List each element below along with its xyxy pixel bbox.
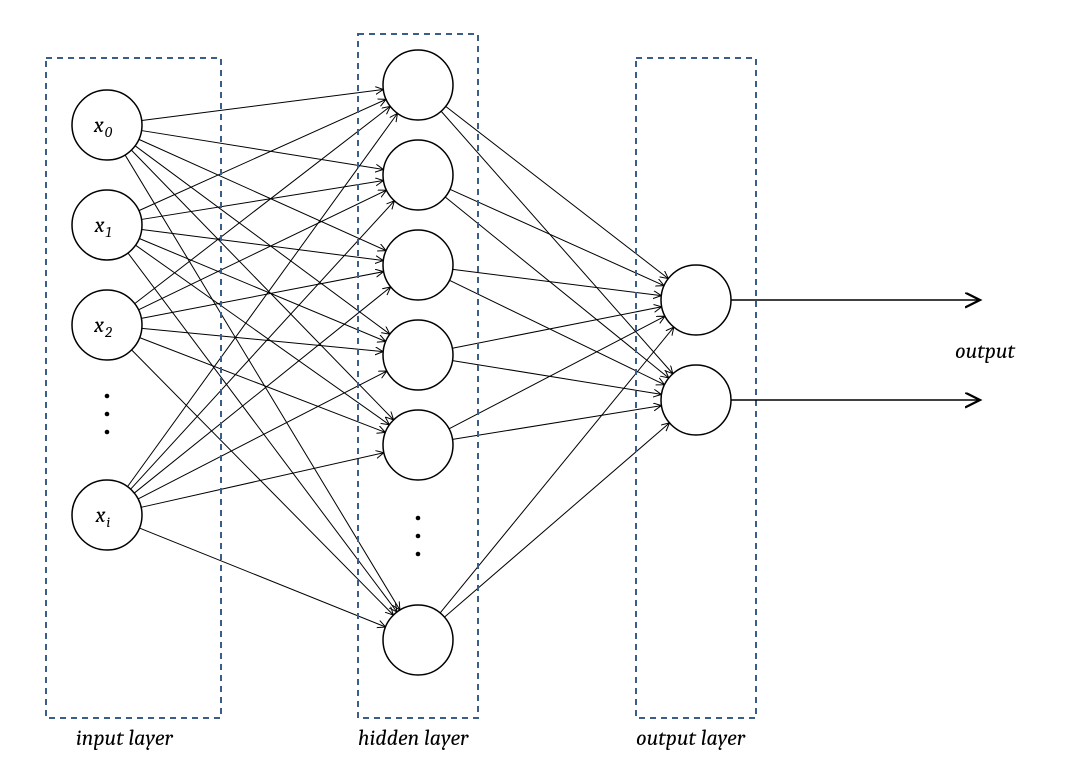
edge-input-hidden <box>141 453 384 508</box>
node-h0 <box>383 50 453 120</box>
edge-hidden-output <box>441 111 673 374</box>
edge-input-hidden <box>134 287 390 493</box>
ellipsis-dot <box>416 516 421 521</box>
ellipsis-dot <box>105 430 110 435</box>
edge-input-hidden <box>128 113 398 486</box>
edge-input-hidden <box>142 131 384 170</box>
edge-input-hidden <box>136 245 390 425</box>
edge-hidden-output <box>440 327 674 613</box>
node-o1 <box>661 365 731 435</box>
output-layer-label: output layer <box>636 725 746 751</box>
node-h2 <box>383 230 453 300</box>
ellipsis-dot <box>416 552 421 557</box>
node-h5 <box>383 605 453 675</box>
edge-input-hidden <box>131 201 395 489</box>
edge-input-hidden <box>142 181 384 220</box>
edge-input-hidden <box>142 229 384 260</box>
ellipsis-dot <box>105 394 110 399</box>
edge-input-hidden <box>131 150 393 420</box>
edge-input-hidden <box>139 528 385 627</box>
edge-hidden-output <box>452 307 661 348</box>
edge-hidden-output <box>446 106 669 278</box>
edge-input-hidden <box>142 89 384 120</box>
edge-input-hidden <box>128 253 397 612</box>
node-o0 <box>661 265 731 335</box>
node-h1 <box>383 140 453 210</box>
edge-hidden-output <box>449 316 665 429</box>
edge-hidden-output <box>453 269 662 295</box>
edge-hidden-output <box>453 361 662 395</box>
edge-input-hidden <box>135 146 390 334</box>
input-layer-box <box>46 58 221 718</box>
output-label: output <box>955 338 1016 364</box>
edge-hidden-output <box>450 189 664 285</box>
ellipsis-dot <box>105 412 110 417</box>
edge-hidden-output <box>449 280 664 384</box>
ellipsis-dot <box>416 534 421 539</box>
hidden-layer-label: hidden layer <box>358 725 469 751</box>
neural-network-diagram: x0x1x2xiinput layerhidden layeroutput la… <box>0 0 1076 774</box>
node-h3 <box>383 320 453 390</box>
edge-input-hidden <box>142 328 383 351</box>
edge-input-hidden <box>139 239 385 342</box>
input-layer-label: input layer <box>76 725 173 751</box>
edge-input-hidden <box>141 272 383 319</box>
node-h4 <box>383 410 453 480</box>
